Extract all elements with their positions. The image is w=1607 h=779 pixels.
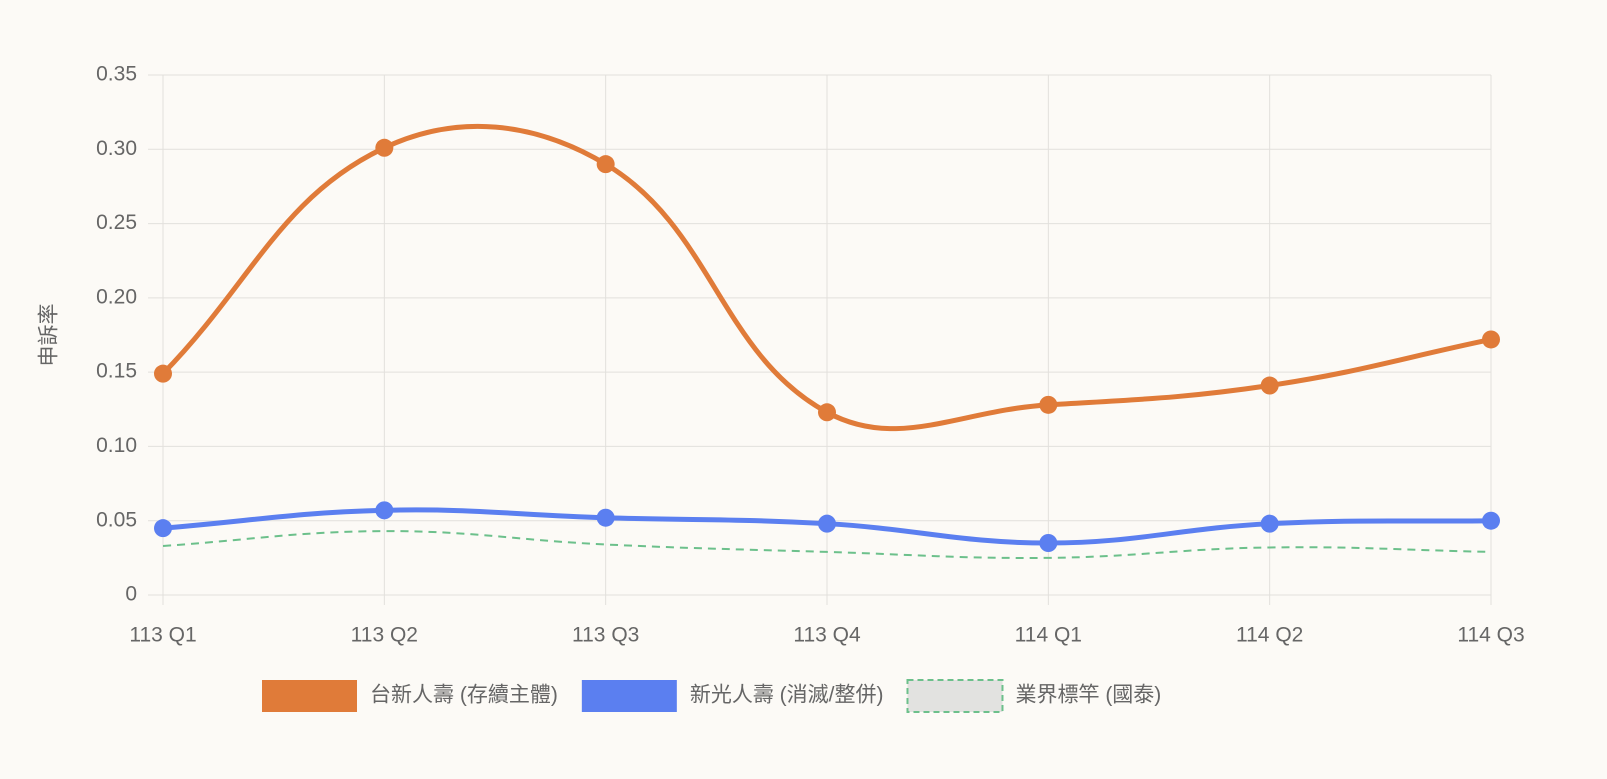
point [1482, 330, 1500, 349]
legend-label: 台新人壽 (存續主體) [370, 684, 558, 707]
point [154, 364, 172, 383]
y-tick-label: 0.20 [96, 285, 137, 308]
x-tick-label: 113 Q3 [572, 624, 639, 647]
y-tick-label: 0.15 [96, 360, 137, 383]
y-tick-label: 0 [125, 583, 137, 606]
point [1039, 395, 1058, 414]
point [154, 519, 172, 538]
legend-swatch [906, 679, 1004, 713]
point [596, 155, 615, 174]
legend-swatch [262, 680, 357, 712]
point [375, 501, 394, 520]
point [375, 138, 394, 157]
point [596, 508, 615, 527]
y-tick-label: 0.05 [96, 508, 137, 531]
x-tick-label: 114 Q3 [1457, 624, 1524, 647]
legend-label: 業界標竿 (國泰) [1015, 684, 1161, 707]
point [818, 403, 836, 422]
legend-swatch [581, 680, 677, 712]
y-tick-label: 0.30 [96, 137, 137, 160]
x-tick-label: 113 Q4 [793, 624, 861, 647]
legend-label: 新光人壽 (消滅/整併) [690, 684, 884, 707]
x-tick-label: 113 Q2 [351, 624, 418, 647]
point [1260, 376, 1279, 395]
y-axis-title: 申訴率 [38, 304, 61, 367]
line [162, 530, 1492, 559]
y-tick-label: 0.10 [96, 434, 137, 457]
x-tick-label: 114 Q1 [1015, 624, 1082, 647]
point [1039, 534, 1058, 552]
point [1482, 511, 1500, 530]
y-tick-label: 0.35 [96, 63, 137, 86]
x-tick-label: 113 Q1 [129, 624, 196, 647]
y-tick-label: 0.25 [96, 211, 137, 234]
point [818, 514, 836, 533]
point [1260, 514, 1279, 533]
x-tick-label: 114 Q2 [1236, 624, 1303, 647]
